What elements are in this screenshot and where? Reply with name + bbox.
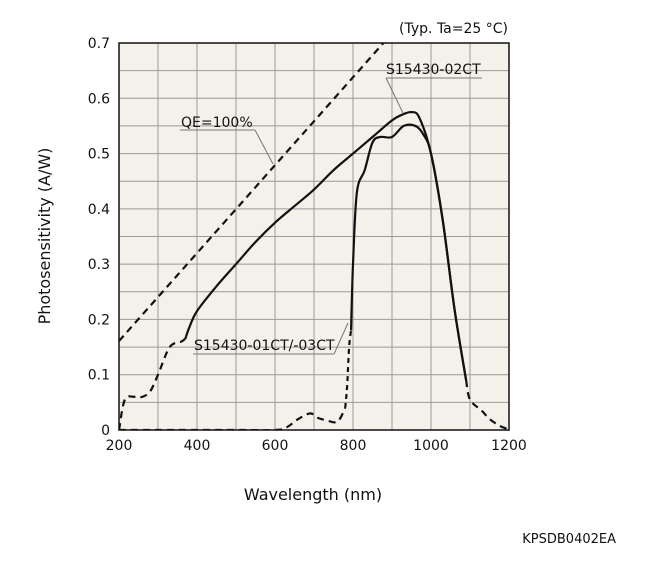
- s15430-01ct-main-curve: [349, 123, 468, 381]
- x-tick-label: 600: [262, 438, 289, 454]
- y-tick-label: 0.6: [88, 91, 110, 107]
- s02ct-label-pointer: [385, 77, 404, 114]
- y-tick-label: 0.4: [88, 202, 110, 218]
- x-tick-label: 200: [106, 438, 133, 454]
- series-layer: [119, 43, 508, 430]
- x-axis-title: Wavelength (nm): [244, 485, 382, 504]
- tick-labels: 200 400 600 800 1000 1200 0 0.1 0.2 0.3 0.4 0.5 0.6 0…: [88, 36, 527, 454]
- s01ct-label: S15430-01CT/-03CT: [194, 338, 335, 354]
- s01ct-label-pointer: [333, 322, 349, 355]
- x-tick-label: 800: [340, 438, 367, 454]
- qe-label: QE=100%: [181, 115, 253, 131]
- y-tick-label: 0.7: [88, 36, 110, 52]
- qe-100-line: [119, 43, 385, 342]
- y-tick-label: 0.5: [88, 147, 110, 163]
- x-tick-label: 1000: [413, 438, 449, 454]
- s15430-01ct-low-tail-curve: [119, 407, 347, 430]
- x-tick-label: 400: [184, 438, 211, 454]
- plot-frame: [118, 42, 510, 431]
- y-tick-label: 0.3: [88, 257, 110, 273]
- y-tick-label: 0: [101, 423, 110, 439]
- grid: [119, 43, 509, 430]
- figure-code: KPSDB0402EA: [522, 532, 616, 547]
- x-tick-label: 1200: [491, 438, 527, 454]
- s15430-01ct-ir-dashed-curve: [465, 380, 508, 430]
- y-tick-label: 0.1: [88, 368, 110, 384]
- y-tick-label: 0.2: [88, 312, 110, 328]
- series-group: [119, 43, 508, 430]
- s02ct-label: S15430-02CT: [386, 62, 481, 78]
- qe-label-pointer: [254, 129, 274, 165]
- condition-note: (Typ. Ta=25 °C): [399, 21, 508, 37]
- y-axis-title: Photosensitivity (A/W): [35, 148, 54, 325]
